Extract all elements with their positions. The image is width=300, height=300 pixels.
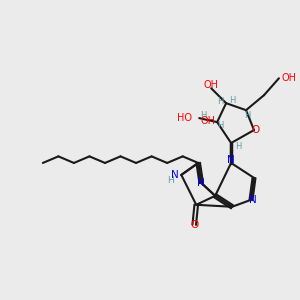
Text: N: N xyxy=(171,170,179,180)
Text: OH: OH xyxy=(204,80,219,90)
Text: H: H xyxy=(236,142,242,151)
Text: H: H xyxy=(244,111,251,120)
Text: H: H xyxy=(229,96,235,105)
Text: HO: HO xyxy=(177,113,192,123)
Text: N: N xyxy=(249,195,256,205)
Text: H: H xyxy=(217,97,223,106)
Text: OH: OH xyxy=(282,73,297,83)
Text: O: O xyxy=(251,125,260,135)
Text: H: H xyxy=(200,111,206,120)
Text: N: N xyxy=(227,155,235,165)
Text: OH: OH xyxy=(201,116,216,126)
Text: O: O xyxy=(190,220,198,230)
Text: H: H xyxy=(217,121,223,130)
Text: N: N xyxy=(197,178,205,188)
Text: H: H xyxy=(167,176,174,185)
